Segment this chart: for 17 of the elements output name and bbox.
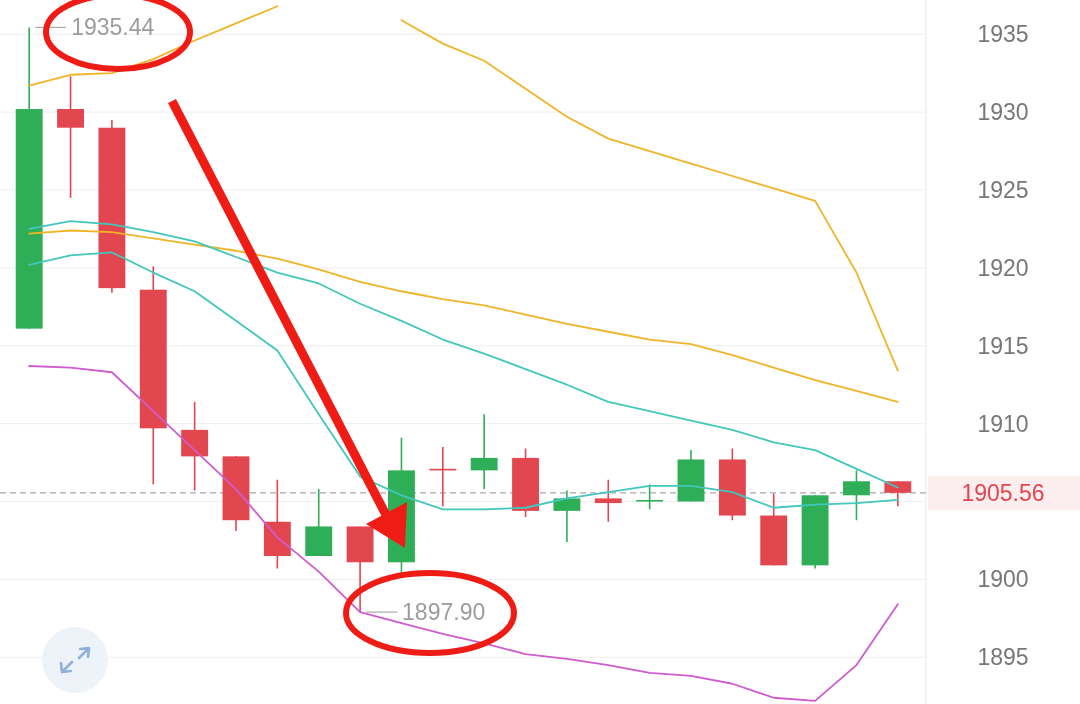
- annotation: 1897.90: [402, 599, 486, 626]
- y-tick-label: 1935: [977, 21, 1029, 48]
- annotation: 1935.44: [71, 14, 155, 41]
- line-series: [28, 229, 899, 403]
- y-tick-label: 1895: [977, 644, 1029, 671]
- line-series: [28, 365, 899, 702]
- y-tick-label: 1915: [977, 332, 1029, 359]
- y-tick-label: 1910: [977, 410, 1029, 437]
- y-tick-label: 1900: [977, 566, 1029, 593]
- candlestick: [470, 413, 498, 490]
- candlestick: [594, 478, 622, 523]
- ref-line-label: 1905.56: [961, 479, 1045, 506]
- y-tick-label: 1920: [977, 254, 1029, 281]
- line-series: [28, 251, 899, 511]
- y-tick-label: 1930: [977, 99, 1029, 126]
- y-tick-label: 1925: [977, 177, 1029, 204]
- candlestick: [636, 483, 664, 511]
